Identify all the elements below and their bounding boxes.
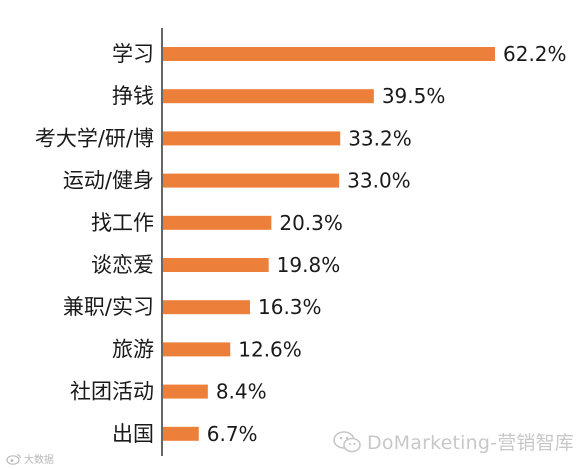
value-label-7: 12.6% xyxy=(238,337,302,361)
bar-4 xyxy=(163,215,272,230)
bar-9 xyxy=(163,426,199,441)
weibo-icon xyxy=(6,453,22,465)
bars-layer: 学习 62.2% 挣钱 39.5% 考大学/研/博 33.2% 运动/健身 33.0% 找工作 2… xyxy=(35,42,567,446)
value-label-2: 33.2% xyxy=(348,126,412,150)
value-label-6: 16.3% xyxy=(258,295,322,319)
category-label-2: 考大学/研/博 xyxy=(35,126,154,150)
value-label-4: 20.3% xyxy=(279,211,343,235)
weibo-watermark-text: 大数据 xyxy=(24,455,54,466)
wechat-watermark: DoMarketing-营销智库 xyxy=(333,428,574,455)
category-label-3: 运动/健身 xyxy=(63,169,154,193)
category-label-0: 学习 xyxy=(112,42,154,66)
category-label-7: 旅游 xyxy=(112,337,154,361)
category-label-1: 挣钱 xyxy=(112,84,154,108)
bar-6 xyxy=(163,300,251,315)
category-label-4: 找工作 xyxy=(91,211,154,235)
value-label-1: 39.5% xyxy=(382,84,446,108)
bar-0 xyxy=(163,47,495,61)
value-label-0: 62.2% xyxy=(503,42,567,66)
bar-1 xyxy=(163,89,374,104)
category-label-9: 出国 xyxy=(112,422,154,446)
bar-7 xyxy=(163,342,231,357)
bar-2 xyxy=(163,131,341,146)
value-label-8: 8.4% xyxy=(216,380,267,404)
category-label-5: 谈恋爱 xyxy=(91,253,154,277)
value-label-5: 19.8% xyxy=(277,253,341,277)
weibo-watermark: 大数据 xyxy=(6,451,54,466)
bar-8 xyxy=(163,384,208,399)
category-label-6: 兼职/实习 xyxy=(63,295,154,319)
value-label-3: 33.0% xyxy=(347,169,411,193)
bar-5 xyxy=(163,258,269,272)
value-label-9: 6.7% xyxy=(207,422,258,446)
category-label-8: 社团活动 xyxy=(70,380,154,404)
bar-3 xyxy=(163,173,340,188)
wechat-icon xyxy=(333,430,361,452)
wechat-watermark-text: DoMarketing-营销智库 xyxy=(367,432,575,454)
